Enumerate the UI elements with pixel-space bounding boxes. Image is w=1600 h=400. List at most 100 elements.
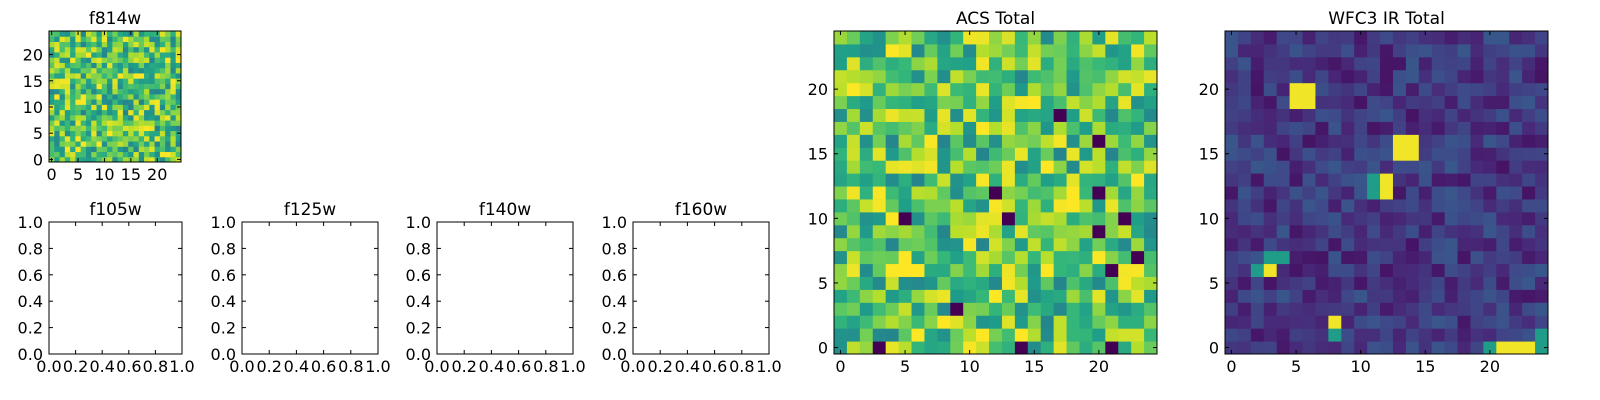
panel-title: f105w [89,200,141,220]
heatmap-cell [1105,69,1119,84]
heatmap-cell [1066,147,1080,161]
heatmap-cell [49,109,55,116]
heatmap-cell [885,160,900,174]
heatmap-cell [1027,173,1042,187]
heatmap-cell [898,198,913,213]
heatmap-cell [1118,328,1132,342]
heatmap-cell [1066,211,1080,226]
heatmap-cell [1001,134,1016,148]
heatmap-cell [1237,56,1252,71]
heatmap-cell [1470,95,1484,110]
heatmap-cell [80,62,87,69]
heatmap-cell [149,62,156,69]
heatmap-cell [1380,263,1394,277]
heatmap-cell [96,46,103,53]
heatmap-cell [117,99,124,105]
heatmap-cell [1302,289,1316,303]
heatmap-cell [1418,173,1433,187]
heatmap-cell [85,141,92,147]
heatmap-cell [49,83,55,90]
heatmap-cell [859,121,874,135]
heatmap-cell [989,289,1003,303]
heatmap-cell [885,31,900,45]
heatmap-cell [976,43,990,58]
heatmap-cell [1522,198,1536,213]
heatmap-cell [59,51,66,58]
heatmap-cell [898,173,913,187]
heatmap-cell [1470,69,1484,84]
heatmap-cell [1328,224,1342,239]
heatmap-cell [1354,315,1368,329]
heatmap-cell [59,151,66,158]
heatmap-cell [1289,341,1304,355]
heatmap-cell [112,83,119,90]
heatmap-cell [989,160,1003,174]
heatmap-cell [1341,341,1355,355]
heatmap-cell [1092,211,1106,226]
heatmap-cell [149,88,156,95]
heatmap-cell [149,114,156,121]
heatmap-cell [1250,237,1265,252]
heatmap-cell [96,99,103,105]
x-tick-label: 0.4 [675,357,700,376]
heatmap-cell [963,198,977,213]
heatmap-cell [70,93,76,100]
heatmap-cell [91,46,98,53]
heatmap-cell [1483,31,1497,45]
heatmap-cell [859,224,874,239]
heatmap-cell [165,67,171,74]
heatmap-cell [1027,315,1042,329]
heatmap-cell [898,237,913,252]
heatmap-cell [1027,198,1042,213]
heatmap-cell [1144,121,1158,135]
heatmap-cell [1496,302,1510,316]
heatmap-cell [1027,328,1042,342]
heatmap-cell [1535,237,1549,252]
heatmap-cell [1535,250,1549,265]
heatmap-cell [1483,289,1497,303]
heatmap-cell [859,302,874,316]
heatmap-cell [859,263,874,277]
heatmap-cell [1392,211,1407,226]
heatmap-cell [85,67,92,74]
heatmap-cell [159,125,166,132]
heatmap-cell [91,41,98,48]
y-tick-label: 0.4 [406,292,431,311]
heatmap-cell [117,125,124,132]
heatmap-cell [885,211,900,226]
heatmap-cell [846,276,861,290]
heatmap-cell [1014,224,1029,239]
heatmap-cell [1509,224,1523,239]
heatmap-cell [1328,263,1342,277]
heatmap-cell [885,43,900,58]
heatmap-cell [885,289,900,303]
heatmap-cell [138,41,145,48]
heatmap-cell [101,78,108,84]
heatmap-cell [1250,43,1265,58]
heatmap-cell [1354,121,1368,135]
heatmap-cell [64,109,71,116]
heatmap-cell [1014,147,1029,161]
y-tick-label: 0.4 [602,292,627,311]
heatmap-cell [989,31,1003,45]
heatmap-cell [112,120,119,126]
x-tick-label: 20 [147,165,167,184]
heatmap-cell [85,93,92,100]
heatmap-cell [911,224,925,239]
heatmap-cell [1535,160,1549,174]
heatmap-cell [1496,341,1510,355]
heatmap-cell [1392,276,1407,290]
heatmap-cell [1079,289,1093,303]
heatmap-cell [70,156,76,163]
heatmap-cell [1315,250,1329,265]
heatmap-cell [85,62,92,69]
heatmap-cell [75,114,82,121]
heatmap-cell [1014,31,1029,45]
heatmap-cell [924,341,938,355]
heatmap-cell [1354,95,1368,110]
heatmap-cell [1444,237,1459,252]
heatmap-cell [1405,263,1420,277]
heatmap-cell [165,151,171,158]
heatmap-cell [989,276,1003,290]
heatmap-cell [96,67,103,74]
